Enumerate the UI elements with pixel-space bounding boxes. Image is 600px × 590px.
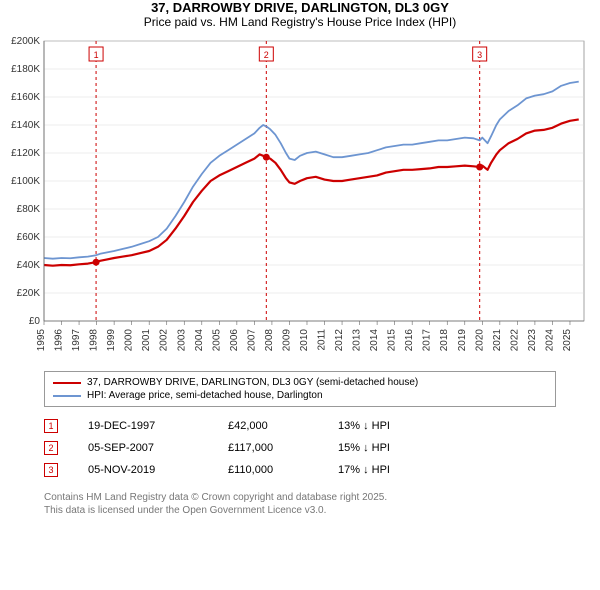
event-price: £110,000 bbox=[228, 464, 308, 476]
svg-text:2016: 2016 bbox=[404, 329, 415, 352]
svg-text:2020: 2020 bbox=[474, 329, 485, 352]
chart-svg: £0 £20K £40K £60K £80K £100K £120K £140K £160K £1… bbox=[0, 35, 600, 365]
event-price: £117,000 bbox=[228, 442, 308, 454]
svg-text:1996: 1996 bbox=[54, 329, 65, 352]
svg-text:£100K: £100K bbox=[11, 176, 40, 187]
svg-text:1: 1 bbox=[94, 50, 99, 60]
events-table: 1 19-DEC-1997 £42,000 13% ↓ HPI 2 05-SEP-2007… bbox=[44, 415, 556, 481]
event-marker: 1 bbox=[44, 419, 58, 433]
svg-text:2024: 2024 bbox=[544, 329, 555, 352]
svg-text:1999: 1999 bbox=[106, 329, 117, 352]
chart-area: £0 £20K £40K £60K £80K £100K £120K £140K £160K £1… bbox=[0, 35, 600, 365]
attribution: Contains HM Land Registry data © Crown c… bbox=[44, 491, 600, 517]
legend-label: 37, DARROWBY DRIVE, DARLINGTON, DL3 0GY … bbox=[87, 377, 418, 388]
chart-title: 37, DARROWBY DRIVE, DARLINGTON, DL3 0GY bbox=[0, 0, 600, 15]
event-diff: 15% ↓ HPI bbox=[338, 442, 428, 454]
event-date: 05-SEP-2007 bbox=[88, 442, 198, 454]
event-date: 19-DEC-1997 bbox=[88, 420, 198, 432]
svg-text:2: 2 bbox=[264, 50, 269, 60]
svg-text:£0: £0 bbox=[29, 316, 41, 327]
svg-text:1997: 1997 bbox=[71, 329, 82, 352]
svg-text:£200K: £200K bbox=[11, 36, 40, 47]
attribution-line: This data is licensed under the Open Gov… bbox=[44, 504, 600, 517]
svg-text:2004: 2004 bbox=[194, 329, 205, 352]
svg-text:£60K: £60K bbox=[17, 232, 41, 243]
legend-row: HPI: Average price, semi-detached house,… bbox=[53, 389, 547, 402]
svg-text:1998: 1998 bbox=[89, 329, 100, 352]
legend-swatch bbox=[53, 382, 81, 384]
svg-text:2021: 2021 bbox=[492, 329, 503, 352]
svg-text:£80K: £80K bbox=[17, 204, 41, 215]
svg-text:£160K: £160K bbox=[11, 92, 40, 103]
svg-text:2023: 2023 bbox=[527, 329, 538, 352]
svg-text:2015: 2015 bbox=[387, 329, 398, 352]
svg-text:2012: 2012 bbox=[334, 329, 345, 352]
svg-text:2025: 2025 bbox=[562, 329, 573, 352]
svg-text:2006: 2006 bbox=[229, 329, 240, 352]
svg-text:2002: 2002 bbox=[159, 329, 170, 352]
svg-text:2017: 2017 bbox=[422, 329, 433, 352]
legend-label: HPI: Average price, semi-detached house,… bbox=[87, 390, 323, 401]
legend-swatch bbox=[53, 395, 81, 397]
svg-text:2005: 2005 bbox=[211, 329, 222, 352]
svg-text:3: 3 bbox=[477, 50, 482, 60]
event-row: 2 05-SEP-2007 £117,000 15% ↓ HPI bbox=[44, 437, 556, 459]
event-marker: 2 bbox=[44, 441, 58, 455]
svg-text:2014: 2014 bbox=[369, 329, 380, 352]
svg-text:2010: 2010 bbox=[299, 329, 310, 352]
event-marker: 3 bbox=[44, 463, 58, 477]
svg-text:2022: 2022 bbox=[509, 329, 520, 352]
svg-text:2019: 2019 bbox=[457, 329, 468, 352]
event-row: 3 05-NOV-2019 £110,000 17% ↓ HPI bbox=[44, 459, 556, 481]
svg-text:£180K: £180K bbox=[11, 64, 40, 75]
svg-text:2018: 2018 bbox=[439, 329, 450, 352]
attribution-line: Contains HM Land Registry data © Crown c… bbox=[44, 491, 600, 504]
event-diff: 13% ↓ HPI bbox=[338, 420, 428, 432]
svg-text:£120K: £120K bbox=[11, 148, 40, 159]
event-price: £42,000 bbox=[228, 420, 308, 432]
legend: 37, DARROWBY DRIVE, DARLINGTON, DL3 0GY … bbox=[44, 371, 556, 407]
svg-text:2003: 2003 bbox=[176, 329, 187, 352]
svg-text:2008: 2008 bbox=[264, 329, 275, 352]
svg-text:£20K: £20K bbox=[17, 288, 41, 299]
svg-text:2000: 2000 bbox=[124, 329, 135, 352]
svg-text:2013: 2013 bbox=[352, 329, 363, 352]
event-diff: 17% ↓ HPI bbox=[338, 464, 428, 476]
svg-text:1995: 1995 bbox=[36, 329, 47, 352]
legend-row: 37, DARROWBY DRIVE, DARLINGTON, DL3 0GY … bbox=[53, 376, 547, 389]
svg-text:£40K: £40K bbox=[17, 260, 41, 271]
chart-subtitle: Price paid vs. HM Land Registry's House … bbox=[0, 15, 600, 29]
event-date: 05-NOV-2019 bbox=[88, 464, 198, 476]
svg-text:2011: 2011 bbox=[317, 329, 328, 351]
event-row: 1 19-DEC-1997 £42,000 13% ↓ HPI bbox=[44, 415, 556, 437]
svg-text:2007: 2007 bbox=[246, 329, 257, 352]
svg-text:£140K: £140K bbox=[11, 120, 40, 131]
svg-text:2009: 2009 bbox=[281, 329, 292, 352]
svg-text:2001: 2001 bbox=[141, 329, 152, 352]
